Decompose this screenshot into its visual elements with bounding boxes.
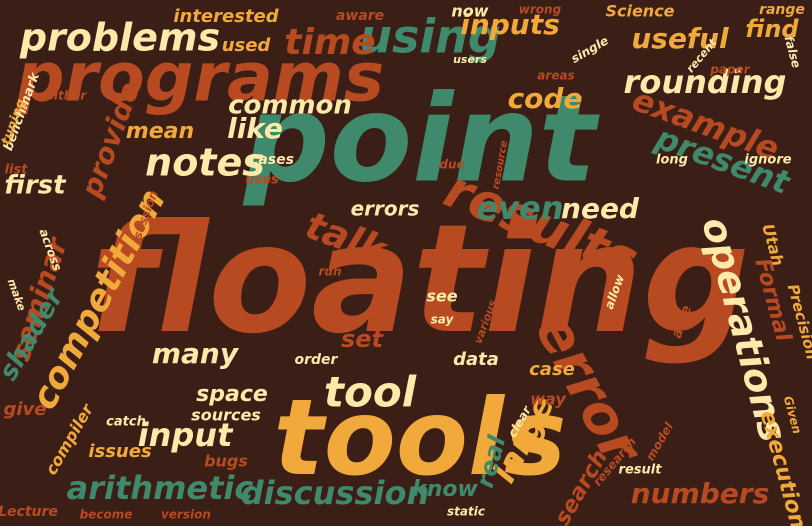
word: become [80,508,133,522]
word: static [447,505,485,519]
word: even [476,189,563,227]
word: cases [250,152,294,168]
word: find [745,15,799,43]
word: inputs [460,8,560,41]
word: way [530,390,566,409]
word: interested [173,6,279,27]
word: list [5,163,29,178]
word: case [529,359,575,380]
word: aware [336,8,384,24]
word: data [453,349,499,370]
word: useful [631,22,729,55]
word: wrong [519,3,562,17]
word: long [656,153,688,168]
word: problems [19,16,220,60]
word: used [222,35,272,56]
word: sources [191,406,261,425]
word: areas [537,69,574,83]
word: due [439,158,464,172]
word: errors [351,197,420,221]
word: discussion [241,474,430,512]
word: notes [145,141,265,185]
word: many [152,337,240,370]
word: order [295,352,339,368]
word: uses [245,173,279,188]
word: bugs [204,452,248,471]
word: issues [88,441,152,462]
word: numbers [631,477,770,510]
word: code [508,82,583,115]
word: know [412,477,478,502]
word: input [138,416,234,454]
word: common [228,91,352,121]
word: give [4,399,47,420]
word: point [242,71,601,210]
word: version [161,508,211,522]
word: either [46,89,88,103]
word: ignore [744,153,791,168]
word: range [759,2,805,18]
word: mean [126,119,194,144]
word: arithmetic [67,469,254,507]
word: floating [90,193,750,367]
word: first [4,171,67,201]
word: result [619,463,663,478]
word: see [426,287,457,306]
word: set [341,325,385,353]
word: say [431,313,455,327]
word: space [196,382,268,407]
word: Lecture [0,504,58,520]
word: run [318,265,341,279]
word: tools [274,377,567,499]
word: tool [324,368,417,417]
word: like [227,112,283,145]
word: now [451,2,488,21]
word: time [284,22,375,63]
word: using [359,10,501,64]
word: users [453,53,487,66]
word: programs [15,39,384,118]
word: need [561,192,640,225]
word: catch [106,415,146,430]
word: Science [605,2,674,21]
word: rounding [624,63,787,101]
word: paper [709,63,750,77]
